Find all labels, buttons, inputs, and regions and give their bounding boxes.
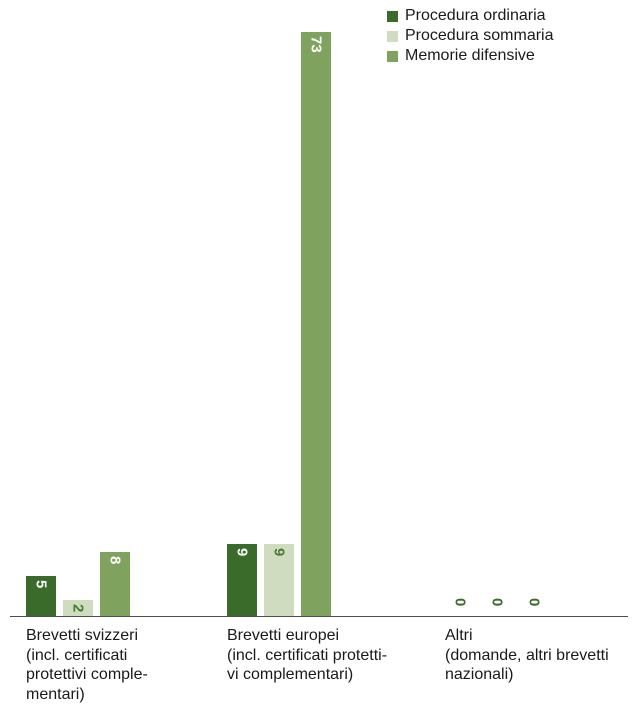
legend-label: Procedura sommaria [405,27,554,44]
category-label-brevetti-svizzeri: Brevetti svizzeri (incl. certificati pro… [26,627,148,703]
bar-brevetti-europei-sommaria [264,544,294,616]
value-label-brevetti-europei-memorie: 73 [308,36,325,53]
legend: Procedura ordinaria Procedura sommaria M… [387,6,554,66]
bars-layer [26,32,331,616]
value-label-brevetti-europei-sommaria: 9 [271,548,288,556]
value-labels-layer: 5 9 0 2 9 0 8 73 0 [33,36,543,612]
legend-label: Procedura ordinaria [405,7,546,24]
bar-brevetti-europei-ordinaria [227,544,257,616]
legend-swatch [387,50,398,62]
value-label-brevetti-svizzeri-ordinaria: 5 [33,580,50,588]
value-label-altri-ordinaria: 0 [452,598,469,606]
bar-brevetti-svizzeri-memorie [100,552,130,616]
legend-swatch [387,30,398,42]
value-label-altri-memorie: 0 [526,598,543,606]
category-label-altri: Altri (domande, altri brevetti nazionali… [445,627,609,683]
value-label-altri-sommaria: 0 [489,598,506,606]
legend-item-procedura-sommaria: Procedura sommaria [387,26,554,46]
value-label-brevetti-svizzeri-memorie: 8 [107,556,124,564]
legend-item-memorie-difensive: Memorie difensive [387,46,554,66]
value-label-brevetti-europei-ordinaria: 9 [234,548,251,556]
legend-label: Memorie difensive [405,47,535,64]
bar-brevetti-svizzeri-sommaria [63,600,93,616]
category-label-brevetti-europei: Brevetti europei (incl. certificati prot… [227,627,388,683]
bar-brevetti-europei-memorie [301,32,331,616]
bar-brevetti-svizzeri-ordinaria [26,576,56,616]
value-label-brevetti-svizzeri-sommaria: 2 [70,604,87,612]
legend-item-procedura-ordinaria: Procedura ordinaria [387,6,554,26]
legend-swatch [387,10,398,22]
